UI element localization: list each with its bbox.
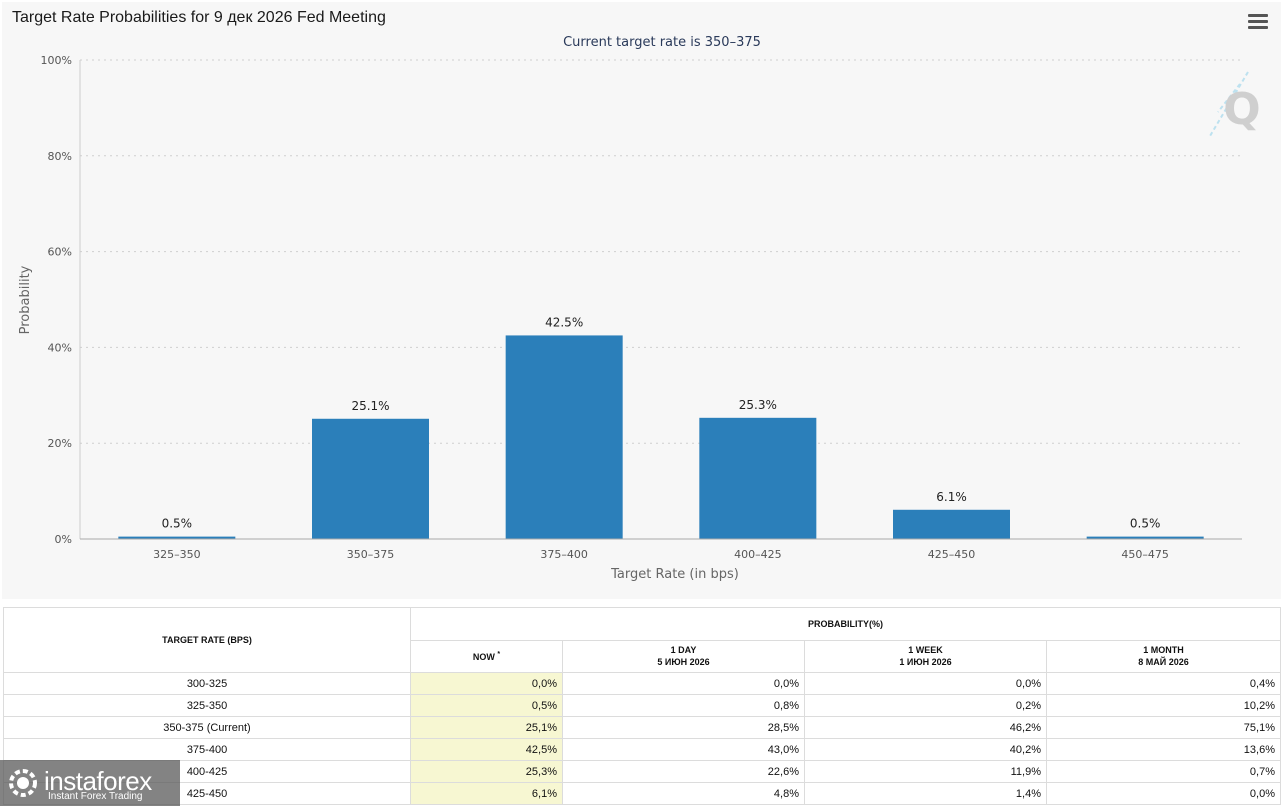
cell-month: 0,7% [1046,760,1281,783]
cell-week: 1,4% [804,782,1047,805]
bar-data-label: 0.5% [1130,517,1161,531]
cell-week: 0,2% [804,694,1047,717]
brand-tagline: Instant Forex Trading [48,791,143,802]
table-row: 375-400 42,5% 43,0% 40,2% 13,6% [3,738,1281,761]
y-axis-title: Probability [18,265,33,334]
cell-month: 0,4% [1046,672,1281,695]
x-axis-title: Target Rate (in bps) [610,567,739,582]
cell-month: 75,1% [1046,716,1281,739]
target-rate-header: TARGET RATE (BPS) [3,607,411,673]
x-tick-label: 325–350 [153,548,201,561]
now-header: NOW * [410,639,563,673]
gear-logo-icon [9,769,37,797]
svg-text:Q: Q [1223,84,1260,135]
brand-name: instaforex [44,766,152,796]
y-tick-label: 60% [48,246,72,259]
day-header: 1 DAY 5 ИЮН 2026 [562,639,805,673]
cell-day: 0,0% [562,672,805,695]
y-tick-label: 0% [55,533,72,546]
chart-title: Target Rate Probabilities for 9 дек 2026… [12,9,386,26]
cell-now: 25,3% [410,760,563,783]
cell-now: 42,5% [410,738,563,761]
bar [118,536,236,539]
x-tick-label: 375–400 [540,548,588,561]
y-tick-label: 100% [41,54,72,67]
instaforex-watermark: instaforex Instant Forex Trading [0,760,180,806]
hamburger-menu-icon[interactable] [1248,14,1268,30]
week-header: 1 WEEK 1 ИЮН 2026 [804,639,1047,673]
y-tick-label: 20% [48,437,72,450]
bar [505,335,623,539]
chart-panel: Target Rate Probabilities for 9 дек 2026… [2,2,1281,599]
bar [893,509,1010,539]
cell-day: 4,8% [562,782,805,805]
bar [312,418,429,539]
y-tick-label: 80% [48,150,72,163]
cell-day: 22,6% [562,760,805,783]
cell-week: 0,0% [804,672,1047,695]
probability-header: PROBABILITY(%) [410,607,1281,641]
cell-now: 6,1% [410,782,563,805]
table-row: 425-450 6,1% 4,8% 1,4% 0,0% [3,782,1281,805]
cell-rate: 300-325 [3,672,411,695]
q-watermark-icon: Q [1209,71,1261,137]
cell-month: 13,6% [1046,738,1281,761]
chart-subtitle: Current target rate is 350–375 [563,35,761,50]
bar-data-label: 25.3% [739,398,777,412]
y-tick-label: 40% [48,341,72,354]
month-header: 1 MONTH 8 МАЙ 2026 [1046,639,1281,673]
x-tick-label: 350–375 [347,548,395,561]
cell-day: 43,0% [562,738,805,761]
cell-rate: 325-350 [3,694,411,717]
cell-now: 0,0% [410,672,563,695]
cell-month: 10,2% [1046,694,1281,717]
table-row: 350-375 (Current) 25,1% 28,5% 46,2% 75,1% [3,716,1281,739]
bar [1086,536,1204,539]
cell-day: 28,5% [562,716,805,739]
bar [699,417,817,539]
table-row: 325-350 0,5% 0,8% 0,2% 10,2% [3,694,1281,717]
x-tick-label: 450–475 [1121,548,1169,561]
cell-now: 0,5% [410,694,563,717]
bar-chart: Current target rate is 350–375 0% 20% 40% 60… [18,35,1261,582]
table-row: 400-425 25,3% 22,6% 11,9% 0,7% [3,760,1281,783]
cell-month: 0,0% [1046,782,1281,805]
cell-day: 0,8% [562,694,805,717]
x-tick-label: 400–425 [734,548,782,561]
cell-week: 11,9% [804,760,1047,783]
probability-table: TARGET RATE (BPS) PROBABILITY(%) NOW * 1… [3,607,1281,805]
table-row: 300-325 0,0% 0,0% 0,0% 0,4% [3,672,1281,695]
bar-data-label: 0.5% [162,517,193,531]
cell-week: 40,2% [804,738,1047,761]
x-tick-label: 425–450 [928,548,976,561]
cell-rate: 375-400 [3,738,411,761]
cell-week: 46,2% [804,716,1047,739]
bar-data-label: 6.1% [936,490,967,504]
bar-data-label: 25.1% [351,399,389,413]
cell-rate: 350-375 (Current) [3,716,411,739]
cell-now: 25,1% [410,716,563,739]
bar-data-label: 42.5% [545,315,583,329]
